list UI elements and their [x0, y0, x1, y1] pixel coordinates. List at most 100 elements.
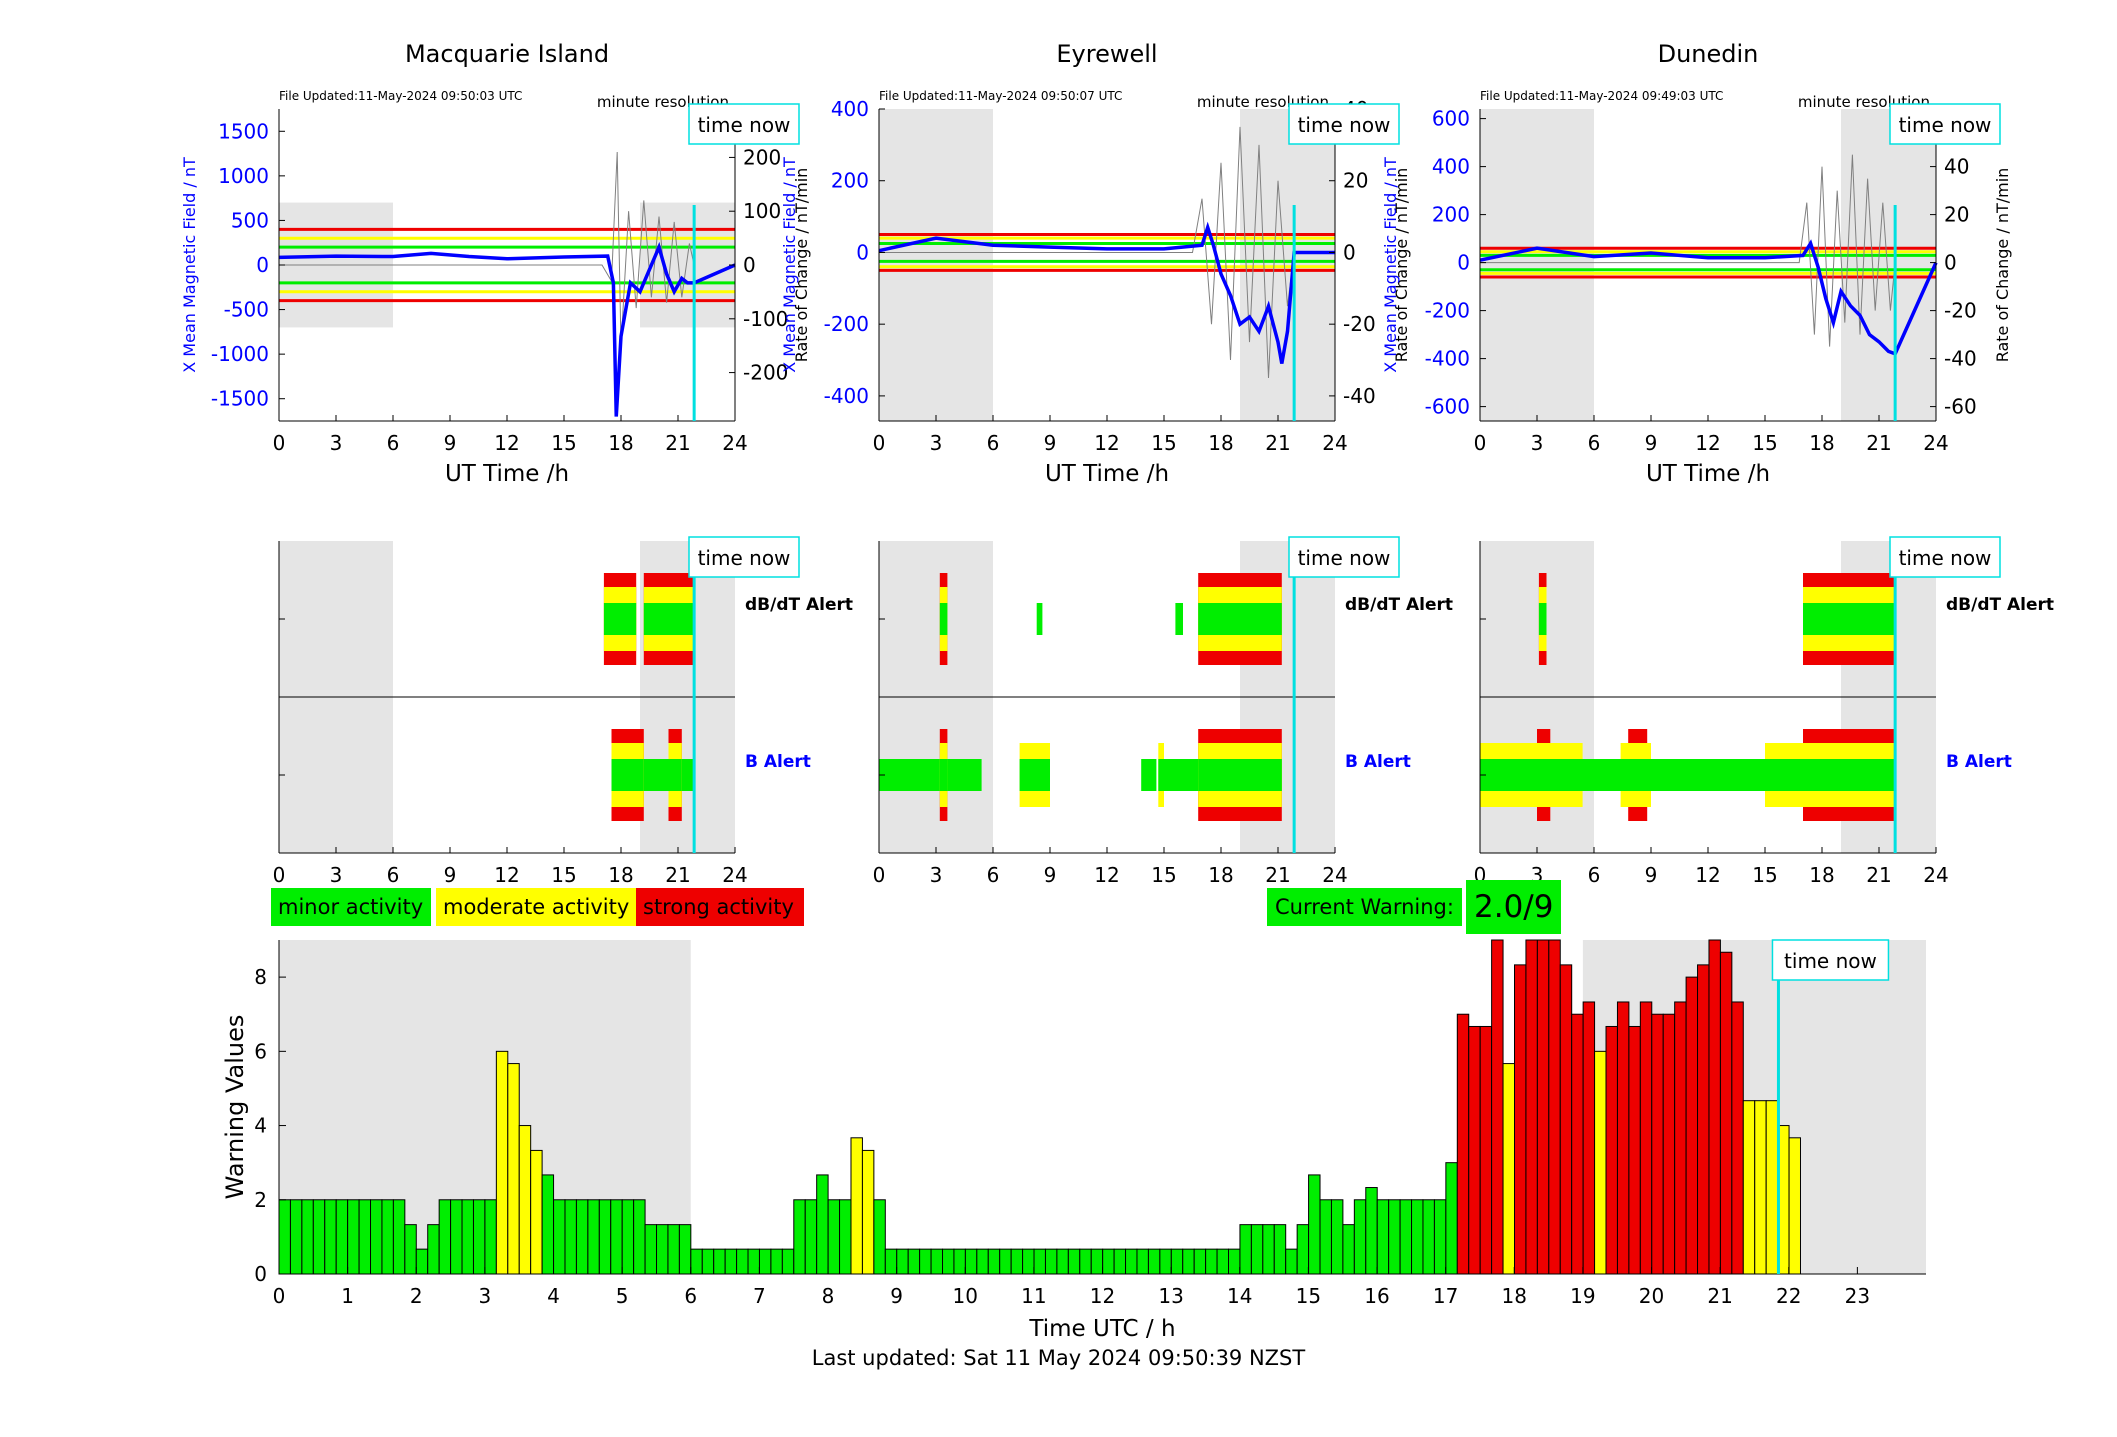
xtick-label: 24: [722, 431, 747, 455]
warning-bar: [1216, 1248, 1230, 1275]
xtick-label: 15: [551, 431, 576, 455]
warning-bar: [1170, 1248, 1184, 1275]
warning-bar: [1559, 964, 1573, 1275]
warning-bar: [1022, 1248, 1035, 1275]
alert-xtick-label: 21: [1866, 863, 1891, 887]
warning-bar: [678, 1224, 692, 1275]
warning-bar: [816, 1174, 829, 1275]
b-alert-minor: [879, 759, 982, 791]
warning-bar: [1136, 1248, 1149, 1275]
warning-bar: [301, 1199, 314, 1275]
ytick-label-left: 200: [831, 169, 869, 193]
warning-bar: [587, 1199, 600, 1275]
ytick-label-right: 40: [1944, 155, 1969, 179]
warning-bar: [1445, 1162, 1458, 1275]
warning-bar: [1090, 1248, 1104, 1275]
warning-bar: [999, 1248, 1012, 1275]
alert-xtick-label: 3: [330, 863, 343, 887]
ytick-label-left: 600: [1432, 107, 1470, 131]
warning-bar: [1468, 1025, 1481, 1275]
warning-bar: [1308, 1174, 1321, 1275]
alert-time-now-box: [1288, 536, 1400, 578]
b-alert-minor: [681, 759, 695, 791]
xtick-label: 24: [1923, 431, 1948, 455]
xtick-label: 18: [1208, 431, 1233, 455]
warning-xtick-label: 12: [1090, 1284, 1115, 1308]
dbdt-alert-inner-minor: [1803, 603, 1897, 635]
warning-bar: [438, 1199, 452, 1275]
rate-of-change-series: [879, 126, 1295, 378]
warning-bar: [861, 1149, 875, 1275]
warning-bar: [575, 1199, 589, 1275]
warning-bar: [1433, 1199, 1447, 1275]
station-title: Eyrewell: [1056, 40, 1157, 68]
alert-time-now-box: [1889, 536, 2001, 578]
b-alert-label: B Alert: [1345, 752, 1411, 772]
alert-xtick-label: 18: [608, 863, 633, 887]
warning-xtick-label: 9: [890, 1284, 903, 1308]
warning-bar: [850, 1137, 863, 1275]
warning-bar: [461, 1199, 474, 1275]
warning-ytick-label: 2: [254, 1188, 267, 1212]
ytick-label-left: -200: [824, 312, 869, 336]
time-now-box: [1889, 103, 2001, 145]
warning-bar: [1365, 1187, 1378, 1275]
x-axis-label: UT Time /h: [1045, 461, 1169, 487]
warning-bar: [1571, 1013, 1584, 1275]
legend-moderate-activity: moderate activity: [436, 888, 636, 926]
warning-bar: [392, 1199, 406, 1275]
warning-bar: [1685, 976, 1699, 1275]
x-axis-label: UT Time /h: [1646, 461, 1770, 487]
warning-bar: [324, 1199, 337, 1275]
warning-bar: [450, 1199, 463, 1275]
warning-bar: [1239, 1224, 1252, 1275]
warning-bar: [656, 1224, 669, 1275]
warning-bar: [827, 1199, 841, 1275]
warning-bar: [896, 1248, 909, 1275]
station-panel-2: Dunedin-600-400-2000200400600-60-40-2002…: [1381, 40, 2054, 887]
alert-xtick-label: 9: [1044, 863, 1057, 887]
warning-bar: [770, 1248, 783, 1275]
ytick-label-left: 400: [1432, 155, 1470, 179]
alert-xtick-label: 6: [987, 863, 1000, 887]
y-axis-label-left: X Mean Magnetic Field / nT: [780, 157, 799, 373]
xtick-label: 0: [273, 431, 286, 455]
alert-xtick-label: 24: [1322, 863, 1347, 887]
warning-bar: [987, 1248, 1001, 1275]
ytick-label-right: 20: [1944, 203, 1969, 227]
dbdt-alert-label: dB/dT Alert: [745, 595, 853, 615]
warning-bar: [1228, 1248, 1241, 1275]
warning-bar: [1102, 1248, 1115, 1275]
warning-bar: [415, 1248, 429, 1275]
warning-bar: [1674, 1001, 1687, 1275]
dbdt-alert-inner-minor: [1198, 603, 1282, 635]
warning-bar: [484, 1199, 497, 1275]
warning-bar: [404, 1224, 417, 1275]
warning-xtick-label: 22: [1776, 1284, 1801, 1308]
warning-bar: [472, 1199, 486, 1275]
b-alert-inner-minor: [1198, 759, 1282, 791]
warning-bar: [541, 1174, 555, 1275]
ytick-label-right: 20: [1343, 169, 1368, 193]
alert-xtick-label: 6: [1588, 863, 1601, 887]
b-alert-inner-minor: [1765, 759, 1897, 791]
warning-time-now-box: [1771, 939, 1890, 981]
warning-bar: [1067, 1248, 1081, 1275]
dbdt-alert-label: dB/dT Alert: [1946, 595, 2054, 615]
alert-time-now-label: time now: [1899, 546, 1992, 570]
warning-bar: [1353, 1199, 1367, 1275]
night-shade-left: [1480, 109, 1594, 421]
xtick-label: 21: [1265, 431, 1290, 455]
ytick-label-left: -1500: [211, 387, 269, 411]
xtick-label: 18: [1809, 431, 1834, 455]
ytick-label-left: 500: [231, 208, 269, 232]
b-alert-inner-minor: [939, 759, 948, 791]
warning-bar: [942, 1248, 955, 1275]
warning-bar: [1582, 1001, 1596, 1275]
warning-bar: [1731, 1001, 1744, 1275]
xtick-label: 6: [387, 431, 400, 455]
station-title: Dunedin: [1658, 40, 1759, 68]
warning-xtick-label: 13: [1158, 1284, 1183, 1308]
warning-bar: [1502, 1063, 1515, 1275]
